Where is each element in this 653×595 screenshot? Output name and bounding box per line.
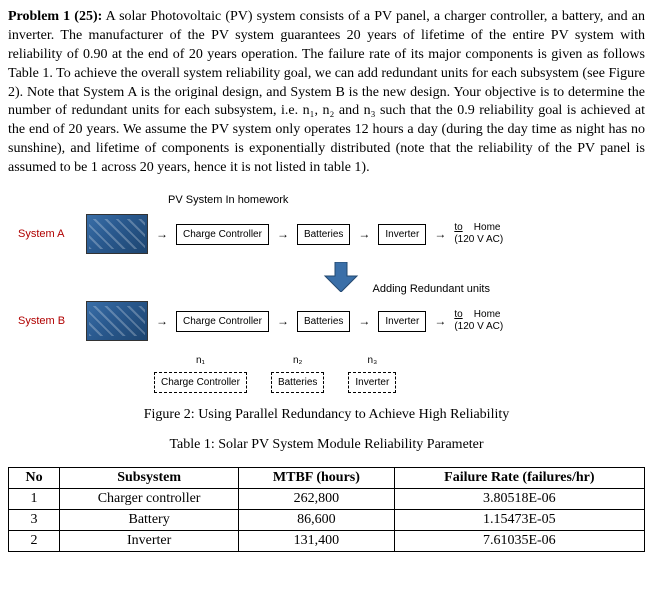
inverter-box: Inverter <box>378 224 426 245</box>
system-a-label: System A <box>18 228 78 240</box>
table-cell: 262,800 <box>239 489 395 510</box>
redundant-col-3: n₃ Inverter <box>348 349 396 393</box>
figure-2: PV System In homework System A → Charge … <box>8 194 645 393</box>
n1-label: n₁ <box>196 355 205 366</box>
arrow-icon: → <box>358 227 370 241</box>
pv-panel-icon <box>86 301 148 341</box>
down-arrow-icon <box>323 262 359 292</box>
charge-controller-box: Charge Controller <box>176 311 269 332</box>
inverter-box: Inverter <box>378 311 426 332</box>
reliability-table: No Subsystem MTBF (hours) Failure Rate (… <box>8 467 645 552</box>
home-label: to Home (120 V AC) <box>454 222 503 246</box>
table-header: No <box>9 468 60 489</box>
redundant-col-2: n₂ Batteries <box>271 349 324 393</box>
arrow-icon: → <box>156 314 168 328</box>
arrow-icon: → <box>156 227 168 241</box>
table-header-row: No Subsystem MTBF (hours) Failure Rate (… <box>9 468 645 489</box>
arrow-icon: → <box>358 314 370 328</box>
system-b-row: System B → Charge Controller → Batteries… <box>18 301 635 341</box>
home-label: to Home (120 V AC) <box>454 309 503 333</box>
system-b-wrap: System B → Charge Controller → Batteries… <box>18 301 635 393</box>
table-cell: 131,400 <box>239 531 395 552</box>
redundant-col-1: n₁ Charge Controller <box>154 349 247 393</box>
table-caption: Table 1: Solar PV System Module Reliabil… <box>8 437 645 453</box>
table-header: MTBF (hours) <box>239 468 395 489</box>
table-row: 3Battery86,6001.15473E-05 <box>9 510 645 531</box>
table-header: Failure Rate (failures/hr) <box>394 468 644 489</box>
n2-label: n₂ <box>293 355 302 366</box>
arrow-icon: → <box>434 227 446 241</box>
table-cell: 7.61035E-06 <box>394 531 644 552</box>
diagram-small-title: PV System In homework <box>168 194 635 206</box>
charge-controller-box: Charge Controller <box>176 224 269 245</box>
arrow-icon: → <box>434 314 446 328</box>
system-a-row: System A → Charge Controller → Batteries… <box>18 214 635 254</box>
arrow-icon: → <box>277 314 289 328</box>
system-b-label: System B <box>18 315 78 327</box>
table-cell: Inverter <box>60 531 239 552</box>
table-row: 2Inverter131,4007.61035E-06 <box>9 531 645 552</box>
problem-text: Problem 1 (25): A solar Photovoltaic (PV… <box>8 8 645 178</box>
batteries-redundant: Batteries <box>271 372 324 393</box>
redundant-row: n₁ Charge Controller n₂ Batteries n₃ Inv… <box>154 349 635 393</box>
table-header: Subsystem <box>60 468 239 489</box>
problem-body: A solar Photovoltaic (PV) system consist… <box>8 9 645 175</box>
problem-title: Problem 1 (25): <box>8 9 102 24</box>
table-cell: 86,600 <box>239 510 395 531</box>
big-down-arrow: Adding Redundant units <box>178 262 635 297</box>
adding-redundant-label: Adding Redundant units <box>373 283 490 295</box>
table-cell: 3 <box>9 510 60 531</box>
batteries-box: Batteries <box>297 224 350 245</box>
table-cell: Charger controller <box>60 489 239 510</box>
pv-panel-icon <box>86 214 148 254</box>
table-row: 1Charger controller262,8003.80518E-06 <box>9 489 645 510</box>
table-cell: Battery <box>60 510 239 531</box>
batteries-box: Batteries <box>297 311 350 332</box>
table-cell: 3.80518E-06 <box>394 489 644 510</box>
n3-label: n₃ <box>368 355 378 366</box>
arrow-icon: → <box>277 227 289 241</box>
figure-caption: Figure 2: Using Parallel Redundancy to A… <box>8 407 645 423</box>
table-cell: 2 <box>9 531 60 552</box>
charge-controller-redundant: Charge Controller <box>154 372 247 393</box>
inverter-redundant: Inverter <box>348 372 396 393</box>
table-cell: 1 <box>9 489 60 510</box>
table-cell: 1.15473E-05 <box>394 510 644 531</box>
